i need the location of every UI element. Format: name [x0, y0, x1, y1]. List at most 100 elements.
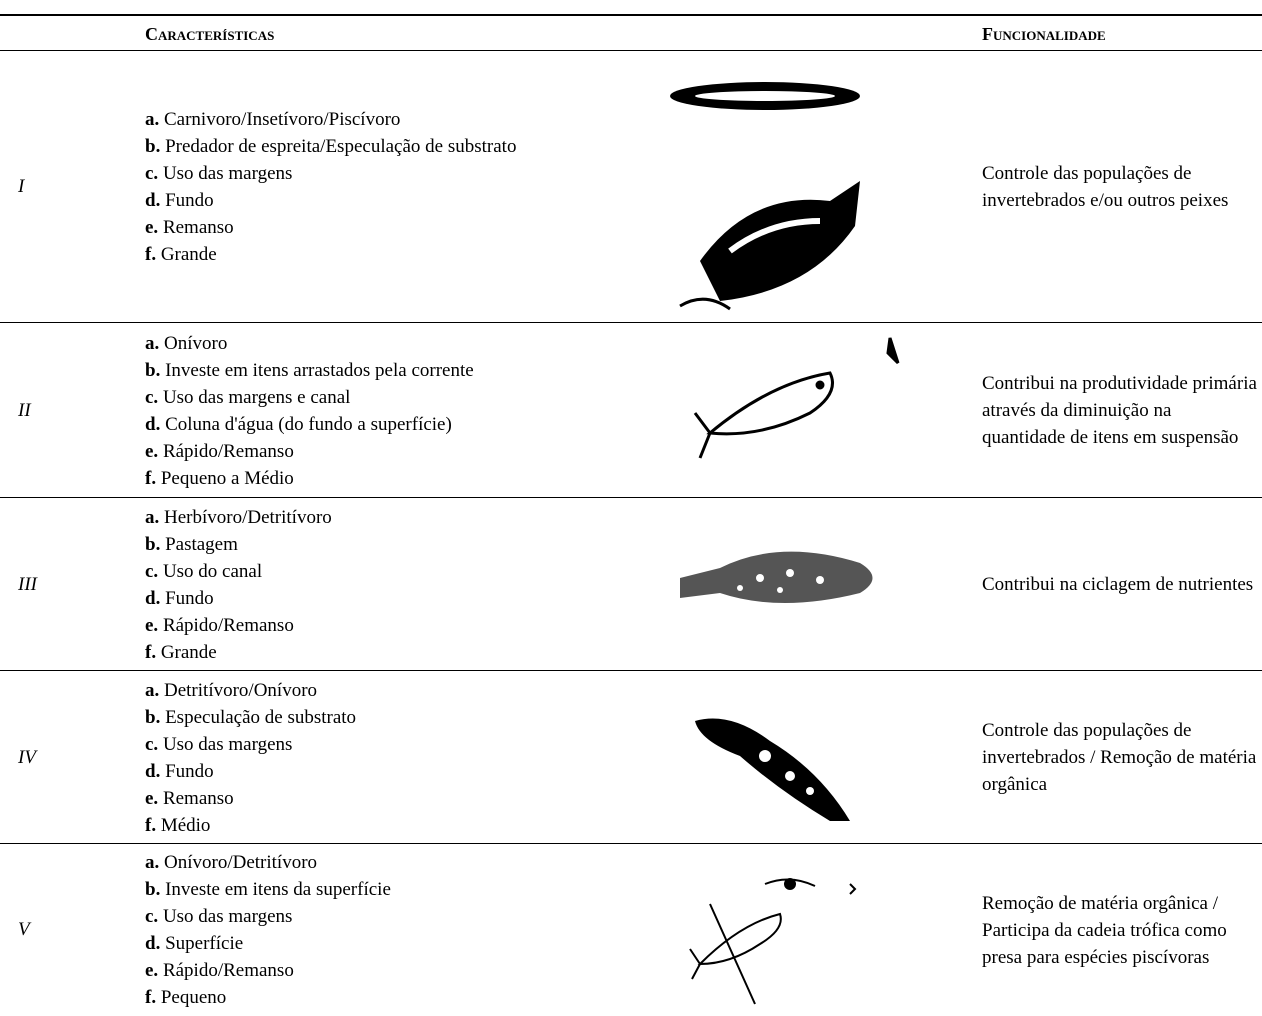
table-row: II a. Onívoro b. Investe em itens arrastad… — [0, 322, 1262, 498]
item-text: Rápido/Remanso — [162, 614, 294, 636]
functionality-text: Controle das populações de invertebrados… — [982, 720, 1257, 795]
item-letter: b. — [145, 879, 161, 900]
item-letter: f. — [145, 641, 157, 663]
characteristic: d. Fundo — [145, 758, 356, 785]
item-text: Detritívoro/Onívoro — [164, 679, 318, 701]
item-text: Uso das margens — [162, 733, 293, 755]
item-letter: d. — [145, 933, 161, 954]
header-characteristics: Características — [145, 24, 275, 44]
item-letter: f. — [145, 814, 157, 836]
item-text: Rápido/Remanso — [162, 440, 294, 462]
item-letter: f. — [145, 467, 157, 489]
characteristics-list: a. Herbívoro/Detritívoro b. Pastagem c. Us… — [145, 504, 332, 666]
characteristic: c. Uso do canal — [145, 558, 332, 585]
row-label: V — [18, 919, 30, 940]
characteristic: d. Fundo — [145, 187, 516, 214]
row-label: III — [18, 573, 37, 595]
item-letter: f. — [145, 244, 157, 265]
item-letter: d. — [145, 413, 161, 435]
characteristic: a. Onívoro/Detritívoro — [145, 849, 391, 876]
fish-illustration — [693, 337, 900, 459]
characteristics-list: a. Onívoro b. Investe em itens arrastados… — [145, 330, 474, 492]
item-text: Especulação de substrato — [165, 706, 357, 728]
fish-illustration — [695, 718, 850, 821]
item-text: Grande — [160, 244, 217, 265]
characteristics-list: a. Detritívoro/Onívoro b. Especulação de … — [145, 677, 356, 839]
characteristic: d. Superfície — [145, 930, 391, 957]
row-label: IV — [18, 746, 36, 768]
functionality-text: Contribui na produtividade primária atra… — [982, 373, 1257, 448]
item-letter: a. — [145, 109, 160, 130]
item-letter: e. — [145, 787, 159, 809]
functionality-cell: Controle das populações de invertebrados… — [982, 671, 1257, 844]
characteristic: b. Investe em itens arrastados pela corr… — [145, 357, 474, 384]
fish-illustration — [670, 82, 860, 311]
item-text: Onívoro — [164, 332, 228, 354]
item-text: Onívoro/Detritívoro — [164, 852, 318, 873]
characteristic: a. Onívoro — [145, 330, 474, 357]
item-letter: a. — [145, 332, 160, 354]
characteristic: b. Pastagem — [145, 531, 332, 558]
item-letter: c. — [145, 560, 159, 582]
item-text: Grande — [160, 641, 217, 663]
characteristic: f. Pequeno a Médio — [145, 465, 474, 492]
item-letter: c. — [145, 906, 159, 927]
item-text: Pequeno — [160, 987, 227, 1008]
characteristic: d. Fundo — [145, 585, 332, 612]
characteristic: e. Rápido/Remanso — [145, 612, 332, 639]
header-functionality: Funcionalidade — [982, 24, 1106, 44]
item-text: Uso do canal — [162, 560, 263, 582]
functionality-text: Controle das populações de invertebrados… — [982, 163, 1229, 211]
table-row: III a. Herbívoro/Detritívoro b. Pastagem c.… — [0, 497, 1262, 671]
item-text: Fundo — [165, 190, 214, 211]
item-text: Remanso — [162, 217, 234, 238]
characteristic: c. Uso das margens — [145, 903, 391, 930]
characteristic: f. Grande — [145, 639, 332, 666]
item-letter: b. — [145, 706, 161, 728]
item-text: Pastagem — [165, 533, 238, 555]
item-letter: e. — [145, 440, 159, 462]
item-text: Herbívoro/Detritívoro — [164, 506, 332, 528]
item-text: Uso das margens — [162, 906, 293, 927]
table-row: IV a. Detritívoro/Onívoro b. Especulação d… — [0, 670, 1262, 844]
item-text: Remanso — [162, 787, 234, 809]
item-letter: c. — [145, 733, 159, 755]
characteristic: c. Uso das margens — [145, 731, 356, 758]
item-letter: d. — [145, 190, 161, 211]
functionality-cell: Controle das populações de invertebrados… — [982, 51, 1257, 323]
item-text: Médio — [160, 814, 211, 836]
item-text: Fundo — [165, 760, 214, 782]
item-text: Superfície — [165, 933, 244, 954]
item-text: Investe em itens arrastados pela corrent… — [165, 359, 474, 381]
functionality-text: Contribui na ciclagem de nutrientes — [982, 574, 1254, 595]
functionality-cell: Contribui na ciclagem de nutrientes — [982, 498, 1257, 671]
characteristics-cell: a. Carnivoro/Insetívoro/Piscívoro b. Pred… — [145, 51, 665, 323]
top-rule — [0, 14, 1262, 16]
item-letter: e. — [145, 960, 159, 981]
characteristic: b. Especulação de substrato — [145, 704, 356, 731]
characteristic: f. Médio — [145, 812, 356, 839]
characteristic: e. Rápido/Remanso — [145, 438, 474, 465]
characteristic: e. Remanso — [145, 214, 516, 241]
characteristics-list: a. Onívoro/Detritívoro b. Investe em iten… — [145, 849, 391, 1011]
item-letter: e. — [145, 217, 159, 238]
item-text: Coluna d'água (do fundo a superfície) — [165, 413, 452, 435]
item-letter: b. — [145, 359, 161, 381]
characteristics-cell: a. Onívoro/Detritívoro b. Investe em iten… — [145, 844, 665, 1016]
characteristic: e. Rápido/Remanso — [145, 957, 391, 984]
characteristic: e. Remanso — [145, 785, 356, 812]
characteristic: b. Predador de espreita/Especulação de s… — [145, 133, 516, 160]
characteristic: a. Carnivoro/Insetívoro/Piscívoro — [145, 106, 516, 133]
item-text: Uso das margens — [162, 163, 293, 184]
item-text: Carnivoro/Insetívoro/Piscívoro — [164, 109, 401, 130]
item-text: Predador de espreita/Especulação de subs… — [165, 136, 517, 157]
item-text: Uso das margens e canal — [162, 386, 351, 408]
functionality-text: Remoção de matéria orgânica / Participa … — [982, 892, 1227, 968]
item-letter: d. — [145, 587, 161, 609]
item-text: Fundo — [165, 587, 214, 609]
characteristic: a. Detritívoro/Onívoro — [145, 677, 356, 704]
characteristic: c. Uso das margens e canal — [145, 384, 474, 411]
row-label: I — [18, 176, 25, 197]
